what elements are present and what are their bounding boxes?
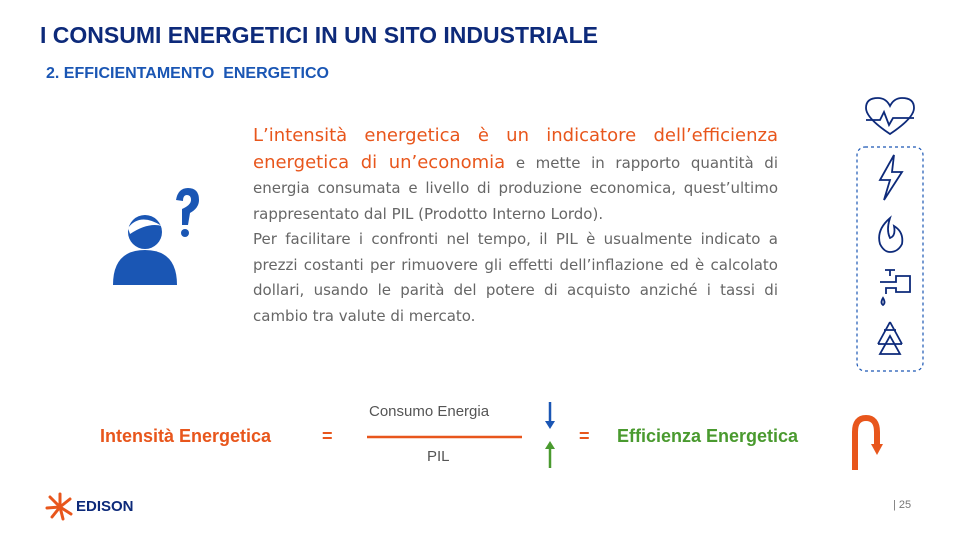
equals: = — [322, 426, 333, 446]
text: Per facilitare i confronti nel tempo, il… — [253, 230, 778, 325]
title: I CONSUMI ENERGETICI IN UN SITO INDUSTRI… — [40, 22, 598, 48]
numerator: Consumo Energia — [369, 403, 490, 420]
denominator: PIL — [427, 448, 450, 465]
paragraph: L’intensità energetica è un indicatore d… — [253, 123, 778, 329]
formula-right: Efficienza Energetica — [617, 426, 799, 446]
page-number: | 25 — [893, 499, 912, 511]
equals: = — [579, 426, 590, 446]
formula-left: Intensità Energetica — [100, 426, 272, 446]
arrows — [545, 402, 883, 470]
highlight: L’intensità energetica è un indicatore d… — [253, 125, 778, 173]
person-icon — [113, 188, 199, 285]
text: e mette in rapporto quantità di energia … — [253, 153, 778, 223]
subtitle: 2. EFFICIENTAMENTO ENERGETICO — [46, 65, 329, 82]
side-icons — [856, 97, 924, 372]
logo-mark — [45, 492, 73, 521]
logo-text: EDISON — [76, 498, 134, 515]
